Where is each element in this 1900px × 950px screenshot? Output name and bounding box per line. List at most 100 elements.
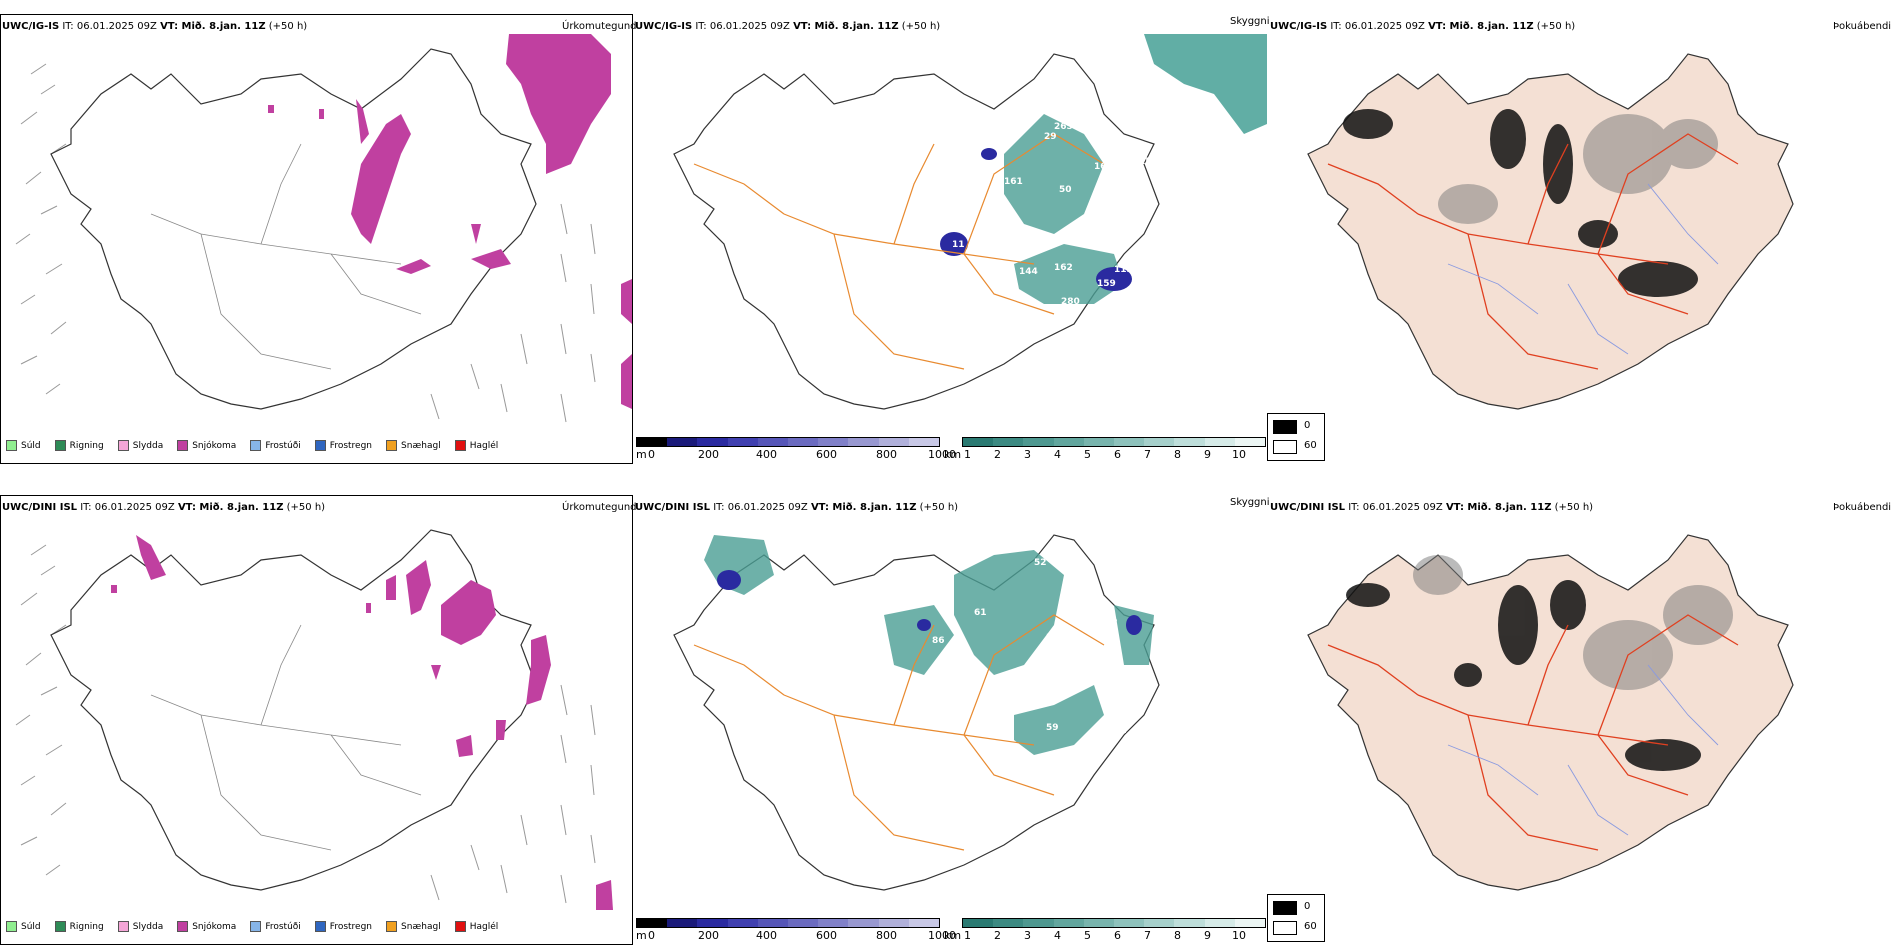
tick-label: 4 (1054, 929, 1061, 942)
island-outline (673, 534, 1160, 891)
roads (693, 614, 1105, 851)
legend-swatch (314, 440, 326, 451)
param-title: Þokuábendi (1833, 21, 1892, 32)
fog-dark-areas (1346, 580, 1701, 771)
legend-swatch (1273, 420, 1297, 434)
legend-item: Frostregn (314, 921, 372, 932)
legend-label: Snjókoma (192, 921, 237, 932)
tick-label: 6 (1114, 448, 1121, 461)
height-ticks: m 0 200 400 600 800 1000 (636, 929, 956, 943)
map-label: 59 (1046, 723, 1059, 733)
model-name: UWC/IG-IS (1270, 21, 1328, 32)
tick-label: 1000 (928, 929, 956, 942)
tick-label: 600 (816, 929, 837, 942)
valid-time: VT: Mið. 8.jan. 11Z (160, 21, 266, 32)
legend-swatch (117, 921, 129, 932)
legend-item: Frostúði (250, 440, 301, 451)
map-label: 52 (1034, 558, 1047, 568)
map-label: 50 (1059, 185, 1072, 195)
map-label: 86 (932, 636, 945, 646)
legend-item: Haglél (454, 440, 498, 451)
param-title: Úrkomutegund (562, 21, 637, 32)
legend-label: Haglél (469, 921, 499, 932)
visibility-colorbar (962, 437, 1266, 447)
legend-swatch (386, 440, 398, 451)
tick-label: 10 (1232, 929, 1246, 942)
precip-map-bottom (15, 529, 613, 910)
fog-legend: 0 60 (1267, 413, 1325, 461)
legend-label: Súld (21, 440, 41, 451)
legend-label: Rigning (69, 921, 104, 932)
param-title: Skyggni (1230, 497, 1270, 508)
unit-label: km (944, 929, 962, 942)
init-time: IT: 06.01.2025 09Z (80, 502, 175, 513)
legend-label: Frostúði (265, 921, 301, 932)
precip-map-frame-top (0, 14, 633, 464)
map-label: 24 (1104, 242, 1117, 252)
map-label: 344 (1046, 633, 1065, 643)
visibility-map-top: 261 265 45 29 16 15 161 50 11 36 144 162… (673, 34, 1267, 410)
map-label: 346 (964, 668, 983, 678)
legend-swatch (250, 921, 262, 932)
snow-areas (268, 34, 632, 409)
map-label: 144 (1019, 267, 1038, 277)
map-label: 115 (1114, 265, 1133, 275)
valid-time: VT: Mið. 8.jan. 11Z (177, 502, 284, 513)
legend-label: 60 (1304, 440, 1317, 451)
legend-label: 0 (1304, 901, 1311, 912)
tick-label: 1 (964, 929, 971, 942)
height-colorbar (636, 918, 940, 928)
legend-item: Slydda (117, 440, 164, 451)
legend-item: Haglél (454, 921, 499, 932)
wind-barbs (15, 63, 596, 423)
legend-label: Slydda (132, 440, 164, 451)
legend-label: Frostúði (265, 440, 301, 451)
legend-swatch (1273, 921, 1297, 935)
precip-legend: Súld Rigning Slydda Snjókoma Frostúði Fr… (6, 440, 512, 451)
map-label: 482 (1099, 618, 1118, 628)
tick-label: 0 (648, 929, 655, 942)
roads (150, 624, 422, 851)
legend-swatch (54, 440, 66, 451)
height-colorbar (636, 437, 940, 447)
legend-item: Snæhagl (386, 440, 441, 451)
lead-time: (+50 h) (286, 502, 326, 513)
rivers (1447, 664, 1719, 836)
visibility-colorbar (962, 918, 1266, 928)
valid-time: VT: Mið. 8.jan. 11Z (810, 502, 917, 513)
legend-label: Frostregn (329, 440, 373, 451)
legend-item: Snjókoma (177, 440, 236, 451)
tick-label: 5 (1084, 448, 1091, 461)
legend-item: Frostregn (314, 440, 373, 451)
legend-label: Snæhagl (401, 440, 441, 451)
tick-label: 7 (1144, 929, 1151, 942)
legend-swatch (1273, 901, 1297, 915)
legend-item: Súld (6, 921, 41, 932)
legend-swatch (117, 440, 129, 451)
panel-header: UWC/DINI ISL IT: 06.01.2025 09Z VT: Mið.… (635, 502, 958, 514)
map-label: 29 (1044, 132, 1057, 142)
tick-label: 9 (1204, 448, 1211, 461)
roads (150, 143, 422, 370)
legend-label: 0 (1304, 420, 1311, 431)
fog-legend: 0 60 (1267, 894, 1325, 942)
snow-areas (111, 535, 613, 910)
init-time: IT: 06.01.2025 09Z (62, 21, 157, 32)
tick-label: 1 (964, 448, 971, 461)
legend-label: Snjókoma (192, 440, 237, 451)
lead-time: (+50 h) (1554, 502, 1594, 513)
map-label: 63 (1049, 671, 1062, 681)
legend-swatch (250, 440, 262, 451)
low-visibility-areas (1004, 114, 1124, 304)
tick-label: 200 (698, 929, 719, 942)
fog-grey-areas (1438, 114, 1718, 224)
lead-time: (+50 h) (901, 21, 941, 32)
tick-label: 4 (1054, 448, 1061, 461)
legend-swatch (386, 921, 398, 932)
tick-label: 0 (648, 448, 655, 461)
cloud-base-labels: 261 265 45 29 16 15 161 50 11 36 144 162… (952, 97, 1152, 307)
legend-swatch (454, 921, 466, 932)
unit-label: m (636, 929, 647, 942)
lead-time: (+50 h) (1536, 21, 1576, 32)
fog-map-bottom (1307, 534, 1794, 891)
